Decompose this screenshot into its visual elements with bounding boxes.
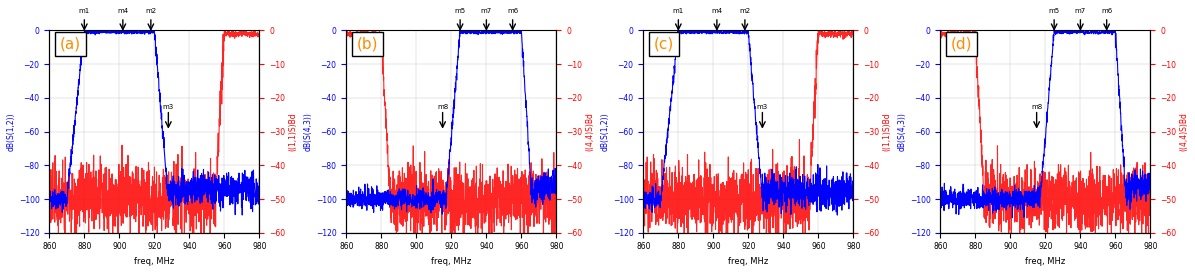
Y-axis label: dB(S(4,3)): dB(S(4,3)) <box>897 112 907 151</box>
Text: (b): (b) <box>357 37 379 52</box>
Text: m2: m2 <box>146 8 157 14</box>
Text: m1: m1 <box>673 8 684 14</box>
Y-axis label: dB(S(1,2)): dB(S(1,2)) <box>7 112 16 151</box>
Text: m3: m3 <box>163 104 174 110</box>
Text: m6: m6 <box>1101 8 1113 14</box>
Text: m3: m3 <box>756 104 768 110</box>
X-axis label: freq, MHz: freq, MHz <box>1025 257 1066 266</box>
Y-axis label: ((4,4)S)Bd: ((4,4)S)Bd <box>1179 112 1188 151</box>
X-axis label: freq, MHz: freq, MHz <box>431 257 472 266</box>
Text: (d): (d) <box>951 37 973 52</box>
Text: m4: m4 <box>117 8 128 14</box>
Text: m4: m4 <box>711 8 723 14</box>
Text: m7: m7 <box>480 8 492 14</box>
Y-axis label: dB(S(1,2)): dB(S(1,2)) <box>601 112 609 151</box>
Text: m8: m8 <box>1031 104 1042 110</box>
Text: (c): (c) <box>654 37 674 52</box>
Y-axis label: ((4,4)S)Bd: ((4,4)S)Bd <box>586 112 594 151</box>
Y-axis label: dB(S(4,3)): dB(S(4,3)) <box>304 112 313 151</box>
Text: m2: m2 <box>740 8 750 14</box>
Text: m5: m5 <box>454 8 466 14</box>
Text: m1: m1 <box>79 8 90 14</box>
Text: (a): (a) <box>60 37 81 52</box>
Y-axis label: ((1,1)S)Bd: ((1,1)S)Bd <box>288 112 298 151</box>
Text: m5: m5 <box>1048 8 1060 14</box>
Text: m8: m8 <box>437 104 448 110</box>
Y-axis label: ((1,1)S)Bd: ((1,1)S)Bd <box>882 112 891 151</box>
Text: m6: m6 <box>507 8 519 14</box>
X-axis label: freq, MHz: freq, MHz <box>134 257 174 266</box>
X-axis label: freq, MHz: freq, MHz <box>728 257 768 266</box>
Text: m7: m7 <box>1074 8 1086 14</box>
